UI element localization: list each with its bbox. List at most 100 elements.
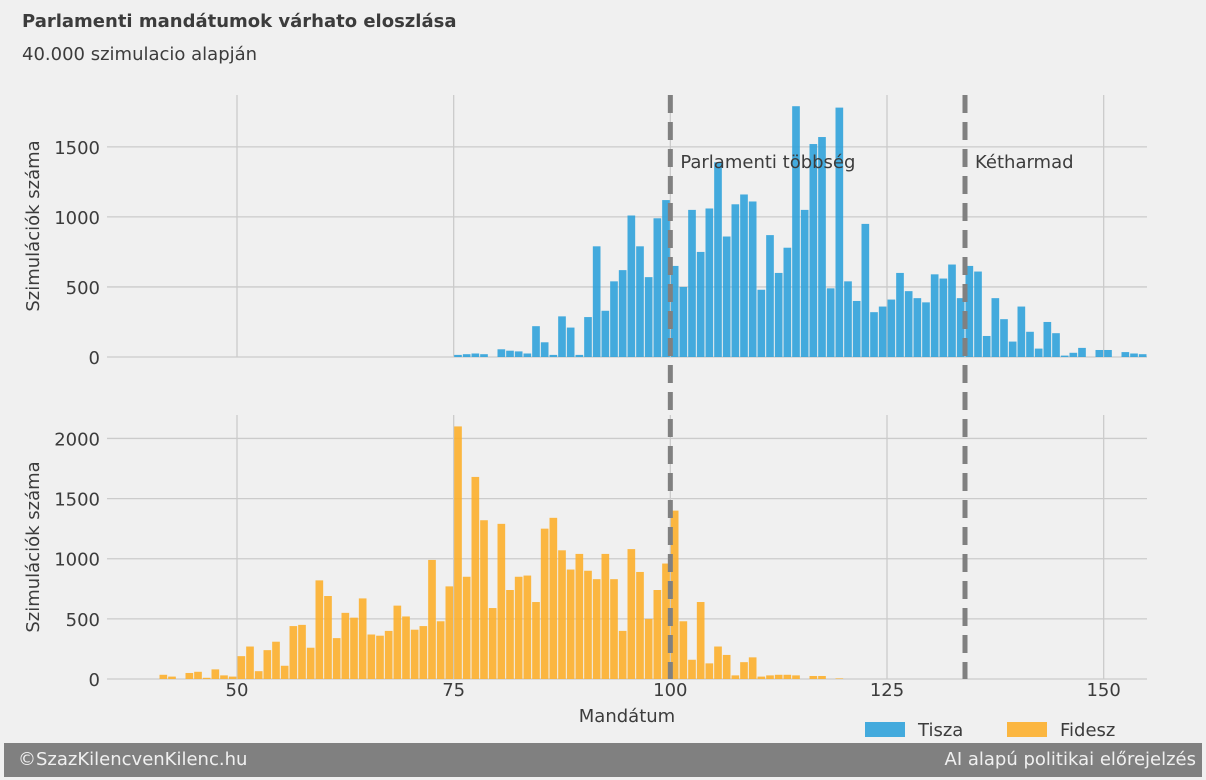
y-tick-label: 500 bbox=[66, 610, 100, 631]
bar bbox=[818, 675, 826, 679]
bar bbox=[1095, 349, 1104, 357]
bar bbox=[696, 251, 705, 357]
bar bbox=[974, 271, 982, 357]
bar bbox=[376, 635, 384, 679]
bar bbox=[558, 316, 566, 357]
bar bbox=[965, 265, 974, 357]
bar bbox=[1078, 347, 1086, 357]
bar bbox=[740, 194, 748, 357]
bar bbox=[454, 426, 462, 679]
bar bbox=[471, 353, 480, 357]
bar bbox=[991, 298, 1000, 357]
bar bbox=[306, 647, 315, 679]
bar bbox=[688, 209, 696, 357]
y-tick-label: 0 bbox=[89, 348, 100, 369]
bar bbox=[298, 624, 306, 679]
bar bbox=[1034, 348, 1043, 357]
bar bbox=[324, 596, 332, 679]
bar bbox=[774, 674, 783, 679]
bar bbox=[618, 630, 627, 679]
bar bbox=[688, 659, 696, 679]
bar bbox=[1026, 331, 1034, 357]
bar bbox=[514, 576, 523, 679]
bar bbox=[584, 317, 592, 357]
y-tick-label: 2000 bbox=[54, 429, 100, 450]
bar bbox=[913, 298, 922, 357]
bar bbox=[982, 335, 991, 357]
bar bbox=[852, 300, 861, 357]
bar bbox=[592, 579, 601, 679]
bar bbox=[610, 579, 618, 679]
bar bbox=[792, 675, 800, 679]
bar bbox=[714, 162, 722, 357]
bar bbox=[679, 621, 688, 679]
bar bbox=[601, 553, 610, 679]
bar bbox=[402, 616, 410, 679]
bar bbox=[844, 281, 852, 357]
bar bbox=[939, 278, 948, 357]
bar bbox=[202, 677, 211, 679]
bar bbox=[462, 576, 471, 679]
bar bbox=[748, 657, 757, 679]
bar bbox=[644, 277, 653, 357]
bar bbox=[705, 208, 714, 357]
bar bbox=[722, 654, 731, 679]
bar bbox=[480, 520, 488, 679]
bar bbox=[523, 353, 532, 357]
bar bbox=[835, 107, 844, 358]
y-tick-label: 1000 bbox=[54, 208, 100, 229]
y-axis-label: Szimulációk száma bbox=[23, 140, 44, 311]
bar bbox=[809, 675, 818, 679]
bar bbox=[714, 646, 722, 679]
bar bbox=[861, 223, 870, 357]
bar bbox=[618, 270, 627, 357]
bar bbox=[384, 630, 393, 679]
bar bbox=[800, 209, 809, 357]
bar bbox=[705, 663, 714, 679]
bar bbox=[662, 200, 670, 357]
bar bbox=[228, 676, 237, 679]
bar bbox=[246, 646, 254, 679]
bar bbox=[497, 349, 506, 357]
bar bbox=[367, 634, 376, 679]
bar bbox=[462, 354, 471, 357]
bar bbox=[1052, 333, 1060, 357]
bar bbox=[696, 602, 705, 679]
bar bbox=[679, 286, 688, 357]
bar bbox=[636, 571, 644, 679]
bar bbox=[410, 629, 419, 679]
x-tick-label: 75 bbox=[442, 680, 465, 701]
bar bbox=[948, 264, 956, 357]
bar bbox=[1008, 341, 1017, 357]
chart-title: Parlamenti mandátumok várhato eloszlása bbox=[22, 11, 456, 32]
bar bbox=[1060, 355, 1069, 357]
bar bbox=[428, 559, 436, 679]
bar bbox=[506, 350, 514, 357]
bar bbox=[480, 354, 488, 357]
bar bbox=[584, 570, 592, 679]
bar bbox=[436, 621, 445, 679]
bar bbox=[783, 674, 792, 679]
x-tick-label: 100 bbox=[653, 680, 687, 701]
bar bbox=[1121, 352, 1130, 357]
bar bbox=[809, 144, 818, 357]
bar bbox=[1043, 321, 1052, 357]
bar bbox=[185, 672, 194, 679]
bar bbox=[644, 618, 653, 679]
bar bbox=[358, 598, 367, 679]
bar bbox=[1138, 354, 1147, 357]
x-tick-label: 50 bbox=[226, 680, 249, 701]
bar bbox=[419, 626, 428, 679]
x-axis-label: Mandátum bbox=[579, 706, 675, 727]
bar bbox=[237, 656, 246, 679]
bar bbox=[783, 247, 792, 357]
annotation: Parlamenti többség bbox=[680, 152, 855, 173]
bar bbox=[540, 342, 549, 357]
bar bbox=[263, 650, 272, 679]
bar bbox=[575, 354, 584, 357]
bar bbox=[549, 354, 558, 357]
y-axis-label: Szimulációk száma bbox=[23, 461, 44, 632]
x-tick-label: 125 bbox=[870, 680, 904, 701]
bar bbox=[601, 310, 610, 357]
